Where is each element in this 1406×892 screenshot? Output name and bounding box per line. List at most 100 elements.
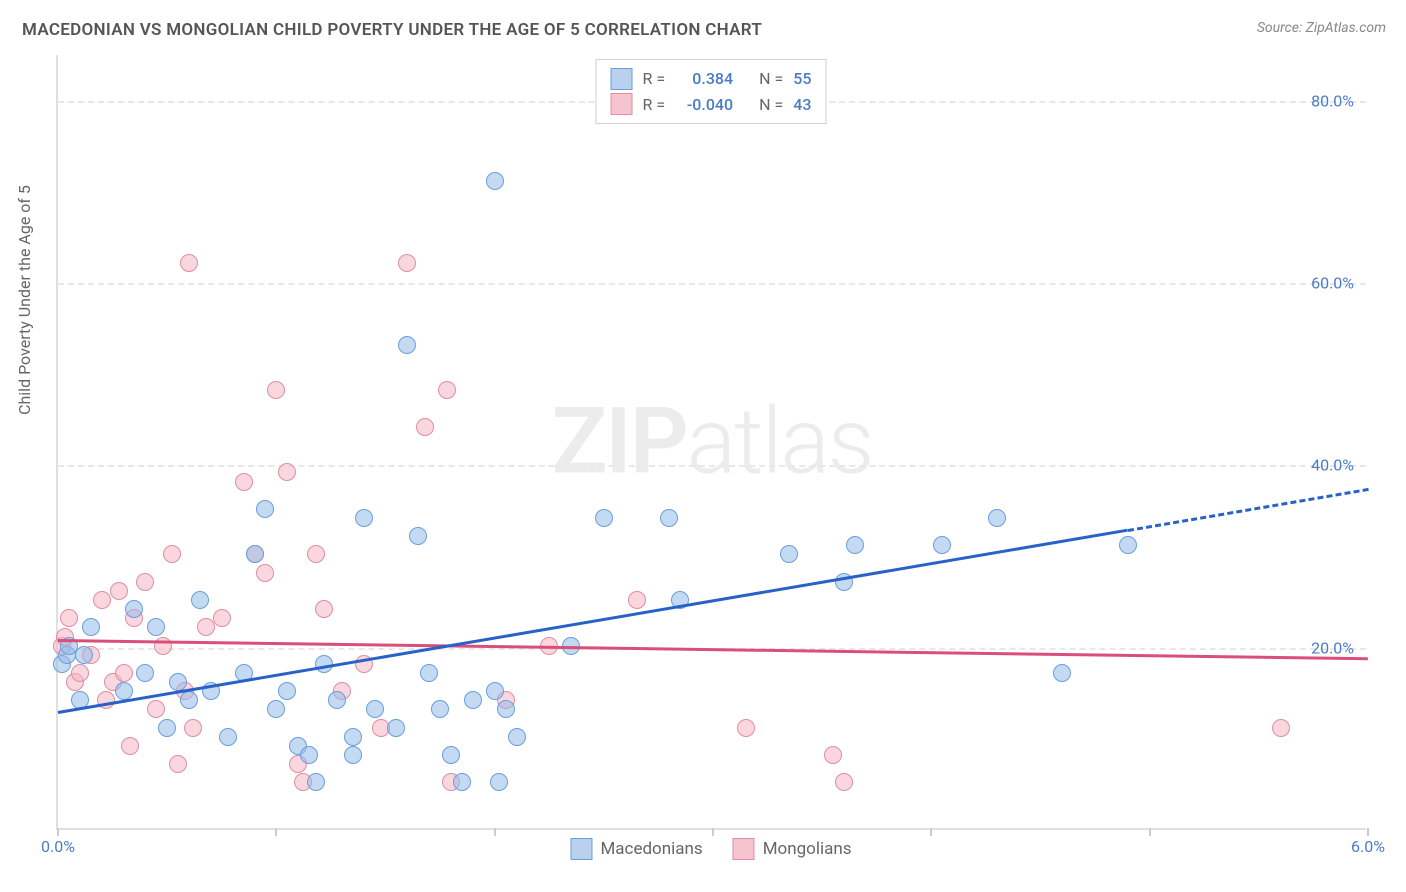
n-value: 55 (793, 66, 811, 92)
gridline (58, 283, 1366, 285)
macedonian-point (508, 728, 526, 746)
y-tick-label: 80.0% (1311, 91, 1354, 110)
mongolian-point (147, 700, 165, 718)
macedonian-point (387, 719, 405, 737)
mongolian-point (235, 473, 253, 491)
x-tick-mark (494, 828, 496, 836)
macedonian-point (136, 664, 154, 682)
n-label: N = (759, 92, 783, 118)
macedonian-point (355, 509, 373, 527)
mongolian-point (163, 545, 181, 563)
macedonian-point (307, 773, 325, 791)
x-tick-mark (930, 828, 932, 836)
x-tick-mark (57, 828, 59, 836)
macedonian-point (75, 646, 93, 664)
correlation-legend-row: R = -0.040 N = 43 (611, 92, 812, 118)
mongolian-point (115, 664, 133, 682)
mongolian-point (438, 381, 456, 399)
series-legend-item: Macedonians (570, 838, 702, 860)
watermark-atlas: atlas (687, 388, 873, 495)
macedonian-point (398, 336, 416, 354)
macedonian-point (490, 773, 508, 791)
macedonian-point (486, 682, 504, 700)
macedonian-point (988, 509, 1006, 527)
mongolian-point (93, 591, 111, 609)
mongolian-point (307, 545, 325, 563)
macedonian-point (846, 536, 864, 554)
gridline (58, 465, 1366, 467)
mongolian-point (267, 381, 285, 399)
macedonian-point (409, 527, 427, 545)
legend-swatch (611, 93, 633, 115)
n-label: N = (759, 66, 783, 92)
n-value: 43 (793, 92, 811, 118)
mongolian-point (154, 637, 172, 655)
macedonian-point (125, 600, 143, 618)
r-value: -0.040 (675, 92, 733, 118)
macedonian-point (660, 509, 678, 527)
macedonian-point (497, 700, 515, 718)
macedonian-point (82, 618, 100, 636)
x-tick-label: 6.0% (1351, 837, 1385, 856)
x-tick-mark (1367, 828, 1369, 836)
macedonian-point (344, 728, 362, 746)
macedonian-point (256, 500, 274, 518)
y-tick-label: 20.0% (1311, 638, 1354, 657)
macedonian-point (219, 728, 237, 746)
correlation-legend-row: R = 0.384N = 55 (611, 66, 812, 92)
macedonian-point (115, 682, 133, 700)
mongolian-point (60, 609, 78, 627)
macedonian-point (328, 691, 346, 709)
macedonian-point (1053, 664, 1071, 682)
mongolian-point (169, 755, 187, 773)
plot-region: ZIPatlas 20.0%40.0%60.0%80.0%0.0%6.0% (56, 55, 1366, 830)
mongolian-point (835, 773, 853, 791)
macedonian-point (267, 700, 285, 718)
macedonian-point (366, 700, 384, 718)
macedonian-point (431, 700, 449, 718)
macedonian-point (933, 536, 951, 554)
series-legend-label: Mongolians (763, 839, 852, 859)
x-tick-label: 0.0% (41, 837, 75, 856)
macedonian-point (180, 691, 198, 709)
chart-area: ZIPatlas 20.0%40.0%60.0%80.0%0.0%6.0% R … (56, 55, 1366, 830)
series-legend-label: Macedonians (600, 839, 702, 859)
y-tick-label: 40.0% (1311, 456, 1354, 475)
mongolian-point (315, 600, 333, 618)
macedonian-point (420, 664, 438, 682)
r-label: R = (643, 66, 666, 92)
r-label: R = (643, 92, 666, 118)
legend-swatch (733, 838, 755, 860)
x-tick-mark (712, 828, 714, 836)
y-axis-label: Child Poverty Under the Age of 5 (15, 185, 34, 415)
mongolian-point (628, 591, 646, 609)
macedonian-point (1119, 536, 1137, 554)
mongolian-point (278, 463, 296, 481)
watermark-zip: ZIP (552, 388, 687, 495)
macedonian-point (780, 545, 798, 563)
y-tick-label: 60.0% (1311, 273, 1354, 292)
series-legend: Macedonians Mongolians (570, 838, 851, 860)
legend-swatch (570, 838, 592, 860)
mongolian-point (121, 737, 139, 755)
mongolian-point (737, 719, 755, 737)
x-tick-mark (275, 828, 277, 836)
macedonian-point (300, 746, 318, 764)
x-tick-mark (1149, 828, 1151, 836)
mongolian-point (136, 573, 154, 591)
macedonian-point (595, 509, 613, 527)
mongolian-point (213, 609, 231, 627)
macedonian-point (464, 691, 482, 709)
chart-title: MACEDONIAN VS MONGOLIAN CHILD POVERTY UN… (22, 20, 762, 40)
mongolian-point (416, 418, 434, 436)
macedonian-point (246, 545, 264, 563)
macedonian-point (147, 618, 165, 636)
mongolian-point (184, 719, 202, 737)
trendline-macedonian-extrapolated (1128, 488, 1369, 532)
mongolian-point (256, 564, 274, 582)
macedonian-point (278, 682, 296, 700)
mongolian-point (1272, 719, 1290, 737)
mongolian-point (824, 746, 842, 764)
macedonian-point (158, 719, 176, 737)
legend-swatch (611, 68, 633, 90)
